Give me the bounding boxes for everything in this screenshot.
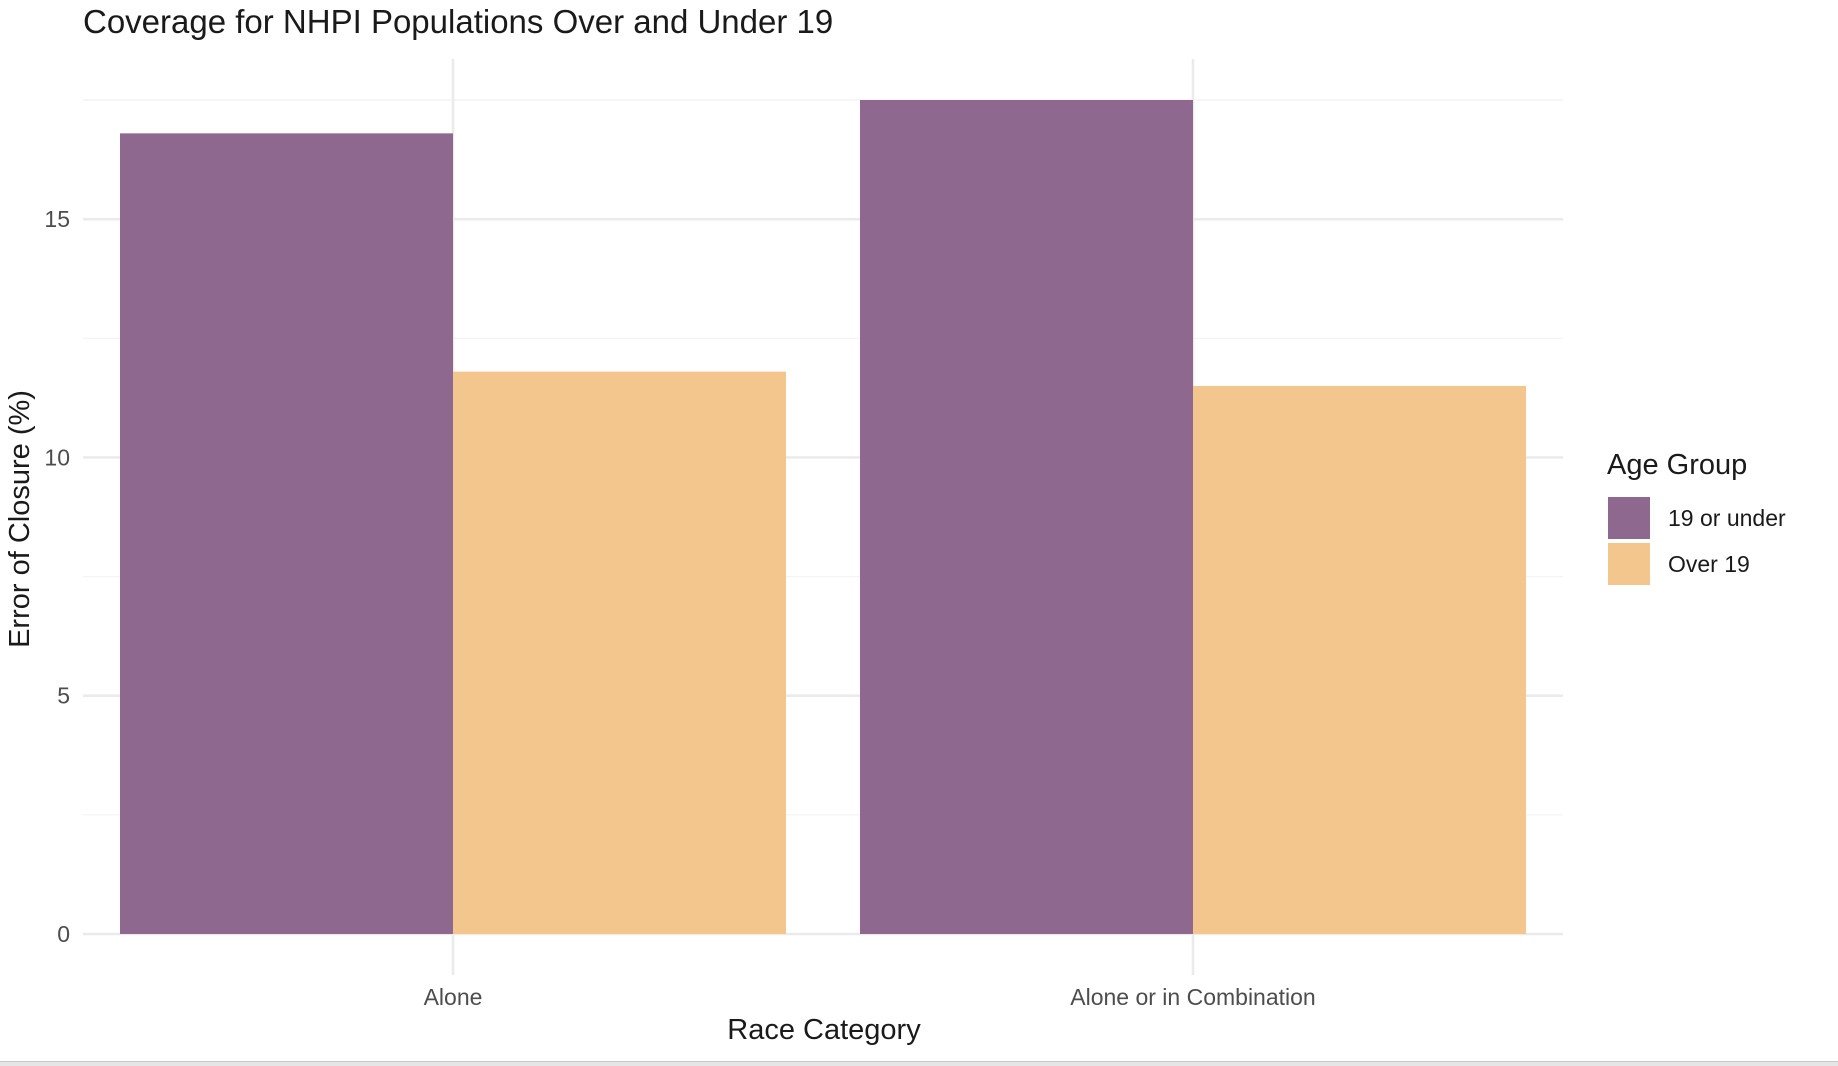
bars: [120, 100, 1526, 935]
legend-swatch: [1608, 543, 1650, 585]
chart-title: Coverage for NHPI Populations Over and U…: [83, 3, 833, 40]
bar-over-19-alone-or-in-combination: [1193, 385, 1526, 934]
legend-title: Age Group: [1607, 449, 1747, 481]
bar-19-or-under-alone-or-in-combination: [860, 100, 1193, 934]
legend-swatch: [1608, 497, 1650, 539]
x-tick-label: Alone or in Combination: [1070, 984, 1315, 1010]
y-axis-title: Error of Closure (%): [4, 390, 36, 648]
x-axis-title: Race Category: [727, 1014, 921, 1046]
legend-items: 19 or under Over 19: [1608, 497, 1786, 585]
y-tick-label: 0: [57, 921, 70, 947]
y-axis-ticks: 0 5 10 15: [44, 206, 70, 947]
bar-19-or-under-alone: [120, 133, 453, 935]
legend-label: Over 19: [1668, 551, 1750, 577]
legend: Age Group 19 or under Over 19: [1607, 449, 1786, 585]
y-tick-label: 10: [44, 444, 70, 470]
window-bottom-edge: [0, 1061, 1838, 1066]
bar-over-19-alone: [453, 371, 786, 934]
y-tick-label: 15: [44, 206, 70, 232]
legend-label: 19 or under: [1668, 505, 1786, 531]
x-tick-label: Alone: [424, 984, 483, 1010]
x-axis-ticks: Alone Alone or in Combination: [424, 984, 1316, 1010]
y-tick-label: 5: [57, 683, 70, 709]
